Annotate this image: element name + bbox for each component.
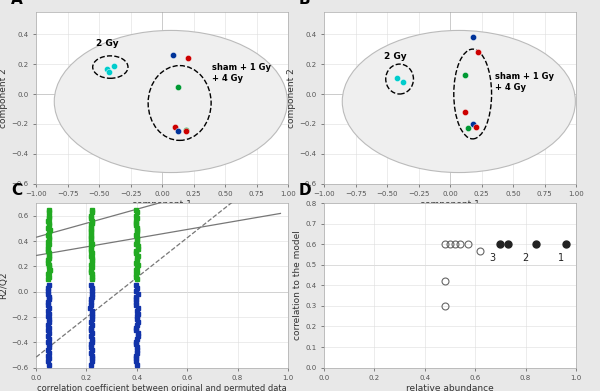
- Text: 3: 3: [490, 253, 496, 263]
- Text: B: B: [299, 0, 310, 7]
- Text: C: C: [11, 183, 22, 198]
- Y-axis label: component 2: component 2: [0, 68, 8, 127]
- Y-axis label: component 2: component 2: [287, 68, 296, 127]
- Text: 2 Gy: 2 Gy: [97, 39, 119, 48]
- Ellipse shape: [342, 30, 575, 172]
- Text: 1: 1: [558, 253, 564, 263]
- Y-axis label: R2/Q2: R2/Q2: [0, 272, 8, 299]
- Y-axis label: correlation to the model: correlation to the model: [293, 230, 302, 341]
- Text: sham + 1 Gy
+ 4 Gy: sham + 1 Gy + 4 Gy: [496, 72, 554, 92]
- Text: D: D: [299, 183, 311, 198]
- Text: sham + 1 Gy
+ 4 Gy: sham + 1 Gy + 4 Gy: [212, 63, 271, 83]
- X-axis label: relative abundance: relative abundance: [406, 384, 494, 391]
- Text: 2 Gy: 2 Gy: [385, 52, 407, 61]
- X-axis label: correlation coefficient between original and permuted data: correlation coefficient between original…: [37, 384, 287, 391]
- X-axis label: component 1: component 1: [132, 200, 192, 209]
- Text: A: A: [11, 0, 23, 7]
- X-axis label: component 1: component 1: [420, 200, 480, 209]
- Text: 2: 2: [523, 253, 529, 263]
- Ellipse shape: [54, 30, 287, 172]
